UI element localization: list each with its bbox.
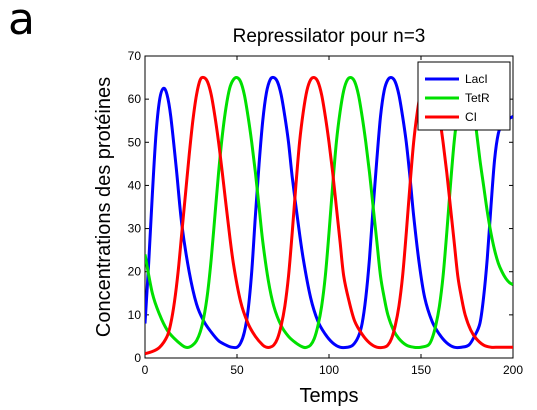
legend-label-ci: CI <box>465 110 477 124</box>
y-tick-label: 20 <box>128 265 142 279</box>
y-tick-label: 0 <box>134 351 141 365</box>
y-tick-label: 10 <box>128 308 142 322</box>
x-tick-label: 0 <box>142 363 149 377</box>
x-tick-label: 50 <box>230 363 244 377</box>
panel-letter: a <box>8 0 35 45</box>
series-line-laci <box>145 75 513 350</box>
x-tick-label: 100 <box>319 363 339 377</box>
y-tick-label: 70 <box>128 49 142 63</box>
y-tick-label: 30 <box>128 222 142 236</box>
y-tick-label: 50 <box>128 135 142 149</box>
legend-box <box>417 61 511 131</box>
y-tick-label: 40 <box>128 178 142 192</box>
y-axis-title: Concentrations des protéines <box>93 77 115 337</box>
legend-label-tetr: TetR <box>465 91 490 105</box>
y-tick-label: 60 <box>128 92 142 106</box>
chart-title: Repressilator pour n=3 <box>233 26 426 47</box>
y-axis: 0 10 20 30 40 50 60 70 <box>128 49 513 365</box>
legend: LacI TetR CI <box>417 61 511 131</box>
x-axis-title: Temps <box>300 385 359 407</box>
x-tick-label: 150 <box>411 363 431 377</box>
legend-label-laci: LacI <box>465 72 488 86</box>
x-tick-label: 200 <box>503 363 523 377</box>
x-axis: 0 50 100 150 200 <box>142 56 523 377</box>
